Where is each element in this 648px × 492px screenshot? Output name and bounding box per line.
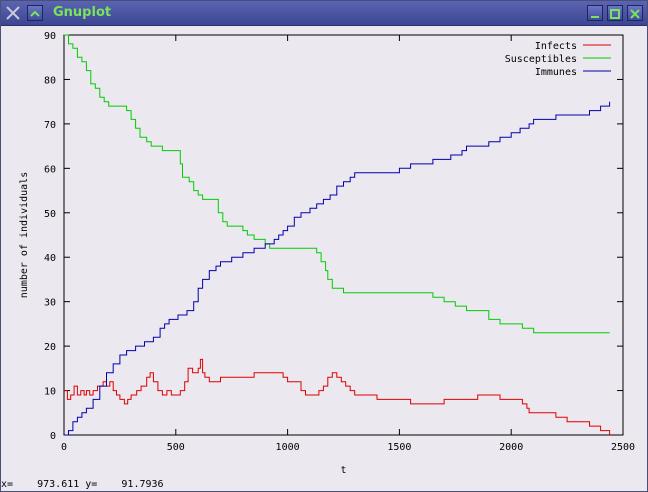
- plot-area[interactable]: 0 500 1000 1500 2000 25000102030405060708090 …: [1, 25, 647, 479]
- shade-button[interactable]: [27, 5, 43, 21]
- close-icon: [630, 9, 640, 19]
- legend-label-susceptibles: Susceptibles: [505, 54, 577, 65]
- minimize-icon: [591, 16, 599, 18]
- y-tick-label: 20: [44, 342, 56, 353]
- y-tick-label: 90: [44, 31, 56, 42]
- y-tick-label: 0: [50, 431, 56, 442]
- chevron-up-icon: [30, 10, 40, 17]
- status-bar: x= 973.611 y= 91.7936: [1, 479, 647, 491]
- series-layer: [64, 34, 611, 436]
- y-axis-label: number of individuals: [19, 172, 30, 298]
- window-menu-button[interactable]: [5, 5, 21, 21]
- x-tick-label: 1500: [387, 442, 411, 453]
- minimize-button[interactable]: [587, 5, 603, 21]
- close-button[interactable]: [627, 5, 643, 21]
- window-title: Gnuplot: [53, 5, 112, 20]
- y-tick-label: 80: [44, 75, 56, 86]
- legend-label-infects: Infects: [535, 41, 577, 52]
- y-tick-label: 40: [44, 253, 56, 264]
- y-tick-label: 10: [44, 387, 56, 398]
- maximize-button[interactable]: [607, 5, 623, 21]
- series-susceptibles: [64, 34, 610, 334]
- series-immunes: [64, 101, 611, 436]
- y-tick-label: 50: [44, 209, 56, 220]
- x-tick-label: 500: [167, 442, 185, 453]
- axes: 0 500 1000 1500 2000 2500 0 10 20 30 40 50 60 70 80 90: [44, 31, 635, 453]
- x-logo-icon: [6, 6, 20, 20]
- series-infects: [64, 358, 611, 435]
- x-tick-label: 2500: [611, 442, 635, 453]
- plot-frame: [63, 34, 624, 436]
- legend: Infects Susceptibles Immunes: [505, 41, 611, 78]
- y-tick-label: 70: [44, 120, 56, 131]
- title-bar[interactable]: Gnuplot: [1, 1, 647, 26]
- x-axis-label: t: [340, 465, 346, 476]
- x-tick-label: 0: [61, 442, 67, 453]
- x-tick-label: 1000: [276, 442, 300, 453]
- y-tick-label: 60: [44, 164, 56, 175]
- legend-label-immunes: Immunes: [535, 67, 577, 78]
- y-tick-label: 30: [44, 298, 56, 309]
- x-tick-label: 2000: [499, 442, 523, 453]
- maximize-icon: [610, 9, 620, 19]
